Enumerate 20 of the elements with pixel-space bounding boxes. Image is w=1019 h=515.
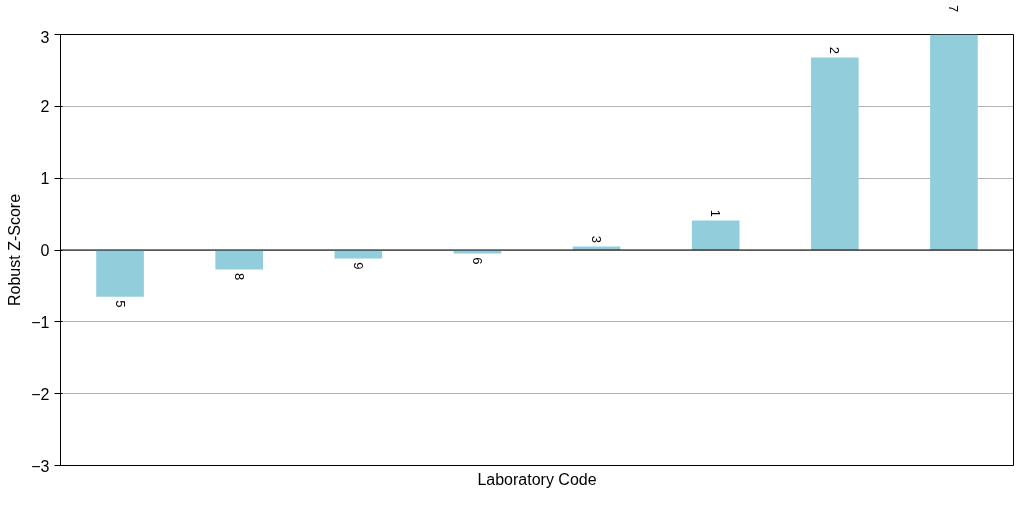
y-tick-label: 2: [40, 98, 50, 116]
bar: [96, 250, 144, 297]
x-tick-label: 8: [231, 272, 247, 281]
y-tick-label: −3: [31, 457, 50, 475]
y-axis-title: Robust Z-Score: [6, 193, 24, 307]
y-tick-label: 1: [40, 170, 50, 188]
bar: [215, 250, 264, 270]
x-tick-label: 6: [469, 257, 485, 265]
y-tick-label: −2: [31, 385, 50, 403]
bar: [334, 250, 383, 259]
y-tick-label: 3: [40, 28, 50, 46]
bar: [810, 57, 859, 250]
x-tick-label: 5: [112, 300, 128, 308]
x-axis-title: Laboratory Code: [477, 470, 597, 488]
y-tick-label: 0: [40, 242, 50, 259]
x-tick-label: 9: [350, 262, 366, 270]
y-tick-label: −1: [31, 313, 50, 331]
x-tick-label: 7: [946, 5, 962, 13]
bar: [930, 34, 978, 250]
bar: [691, 220, 740, 250]
